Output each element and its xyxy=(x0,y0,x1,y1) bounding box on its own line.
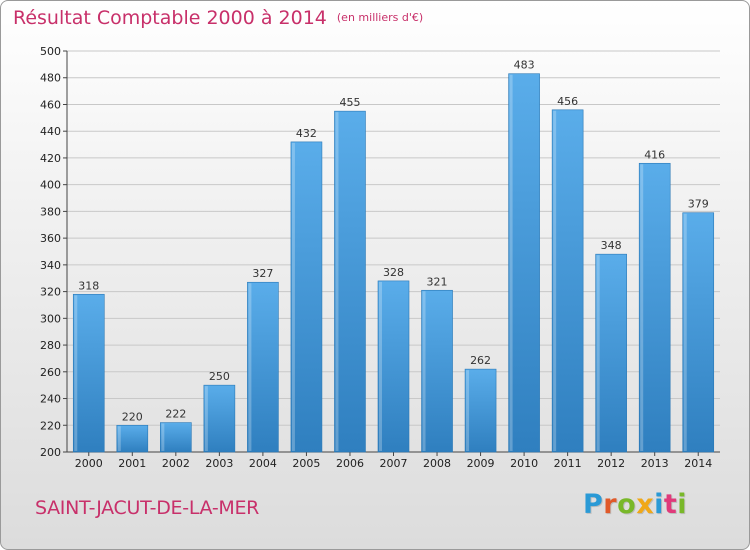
y-tick-label: 380 xyxy=(40,205,61,218)
y-tick-label: 260 xyxy=(40,366,61,379)
y-tick-label: 200 xyxy=(40,446,61,459)
data-label: 379 xyxy=(688,198,709,211)
y-tick-label: 400 xyxy=(40,179,61,192)
y-tick-label: 220 xyxy=(40,419,61,432)
bar-2001 xyxy=(116,424,149,453)
x-tick-label: 2002 xyxy=(162,457,190,470)
x-tick-label: 2009 xyxy=(467,457,495,470)
bar-2013 xyxy=(638,162,671,453)
data-label: 222 xyxy=(165,408,186,421)
y-tick-label: 360 xyxy=(40,232,61,245)
bars xyxy=(72,73,715,453)
y-tick-label: 460 xyxy=(40,98,61,111)
x-tick-label: 2013 xyxy=(641,457,669,470)
chart-title-text: Résultat Comptable 2000 à 2014 xyxy=(13,7,327,29)
bar-highlight xyxy=(335,112,339,452)
logo-letter: t xyxy=(663,489,678,520)
chart-title: Résultat Comptable 2000 à 2014 (en millie… xyxy=(13,7,423,29)
data-label: 455 xyxy=(339,96,360,109)
bar-highlight xyxy=(291,142,295,452)
logo-letter: o xyxy=(617,489,637,520)
data-label: 327 xyxy=(252,267,273,280)
x-tick-label: 2005 xyxy=(292,457,320,470)
bar-2011 xyxy=(551,109,584,453)
x-tick-label: 2004 xyxy=(249,457,277,470)
x-tick-label: 2006 xyxy=(336,457,364,470)
x-tick-label: 2007 xyxy=(380,457,408,470)
data-label: 432 xyxy=(296,127,317,140)
bar-2002 xyxy=(160,422,192,453)
y-tick-label: 500 xyxy=(40,45,61,58)
x-tick-label: 2011 xyxy=(554,457,582,470)
logo-letter: i xyxy=(654,489,664,520)
y-tick-label: 440 xyxy=(40,125,61,138)
y-tick-label: 480 xyxy=(40,72,61,85)
bar-2006 xyxy=(334,110,366,453)
bar-highlight xyxy=(509,74,513,452)
bar-highlight xyxy=(379,281,382,451)
data-label: 456 xyxy=(557,95,578,108)
bar-highlight xyxy=(422,291,426,451)
x-tick-label: 2003 xyxy=(205,457,233,470)
y-tick-label: 280 xyxy=(40,339,61,352)
bar-highlight xyxy=(683,213,687,451)
bar-highlight xyxy=(640,164,644,451)
data-label: 250 xyxy=(209,370,230,383)
bar-2012 xyxy=(595,253,627,453)
data-label: 328 xyxy=(383,266,404,279)
chart-unit-label: (en milliers d'€) xyxy=(336,11,424,24)
data-label: 318 xyxy=(78,279,99,292)
bar-highlight xyxy=(466,370,470,451)
data-label: 321 xyxy=(427,275,448,288)
bar-highlight xyxy=(248,283,252,451)
data-label: 220 xyxy=(122,410,143,423)
y-tick-label: 300 xyxy=(40,312,61,325)
x-tick-label: 2014 xyxy=(684,457,712,470)
bar-highlight xyxy=(117,426,121,451)
bar-2004 xyxy=(247,281,279,453)
bar-2005 xyxy=(290,141,323,453)
data-label: 483 xyxy=(514,59,535,72)
x-tick-label: 2001 xyxy=(118,457,146,470)
bar-2014 xyxy=(682,212,715,453)
logo-letter: P xyxy=(583,489,604,520)
logo-letter: r xyxy=(603,489,618,520)
bar-2010 xyxy=(508,73,540,453)
bar-highlight xyxy=(596,255,600,451)
y-tick-label: 240 xyxy=(40,393,61,406)
y-tick-label: 320 xyxy=(40,286,61,299)
data-label: 348 xyxy=(601,239,622,252)
logo-letter: x xyxy=(636,489,655,520)
bar-highlight xyxy=(74,295,78,451)
x-tick-label: 2010 xyxy=(510,457,538,470)
x-tick-label: 2008 xyxy=(423,457,451,470)
bar-highlight xyxy=(161,423,165,451)
data-label: 416 xyxy=(644,148,665,161)
city-name: SAINT-JACUT-DE-LA-MER xyxy=(35,497,260,519)
bar-2007 xyxy=(377,280,410,453)
bar-2009 xyxy=(464,368,497,453)
y-tick-label: 340 xyxy=(40,259,61,272)
bar-2003 xyxy=(203,384,236,453)
y-tick-label: 420 xyxy=(40,152,61,165)
bar-2008 xyxy=(421,289,453,453)
x-tick-label: 2000 xyxy=(75,457,103,470)
bar-highlight xyxy=(553,110,557,452)
labels: 200 220 240 260 280 300 320 340 360 380 400 420 440 4… xyxy=(40,45,712,470)
proxiti-logo: Proxiti xyxy=(583,489,687,520)
bar-highlight xyxy=(204,386,208,451)
bar-2000 xyxy=(72,293,105,453)
x-tick-label: 2012 xyxy=(597,457,625,470)
logo-letter: i xyxy=(677,489,688,520)
data-label: 262 xyxy=(470,354,491,367)
